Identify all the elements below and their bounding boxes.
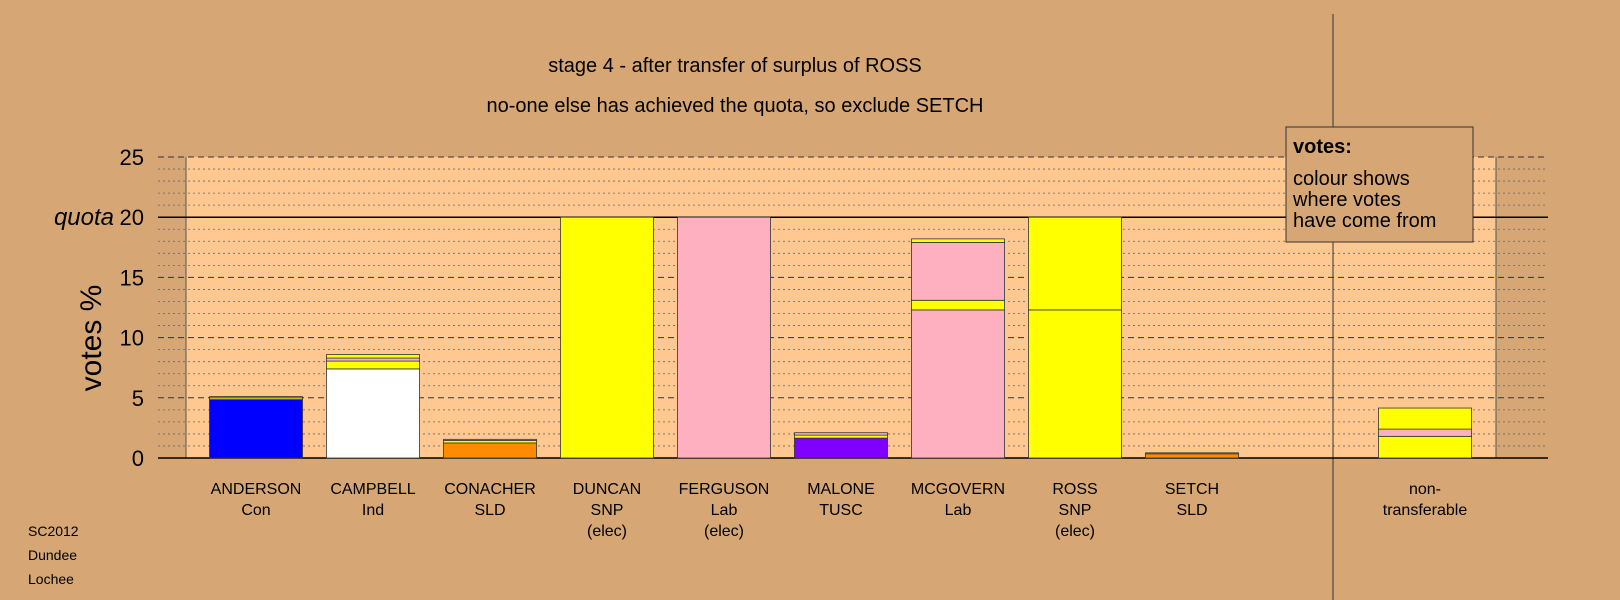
- party-label: SNP: [1059, 502, 1092, 519]
- bar-segment: [911, 299, 1005, 311]
- footer-line: Dundee: [28, 547, 77, 563]
- bar-segment: [911, 309, 1005, 459]
- bar-non: [1378, 407, 1472, 459]
- y-tick-label: 25: [120, 145, 144, 170]
- elected-note-label: (elec): [704, 523, 744, 540]
- bar-segment: [1145, 452, 1239, 455]
- y-tick-label: 10: [120, 326, 144, 351]
- bar-ferguson: [677, 216, 771, 459]
- party-label: Con: [241, 502, 270, 519]
- footer-line: SC2012: [28, 523, 79, 539]
- bar-segment: [326, 354, 420, 359]
- candidate-name-label: MALONE: [807, 481, 875, 498]
- candidate-name-label: CONACHER: [444, 481, 536, 498]
- bar-segment: [1028, 309, 1122, 459]
- bar-conacher: [443, 438, 537, 459]
- candidate-name-label: ROSS: [1052, 481, 1097, 498]
- bar-mcgovern: [911, 238, 1005, 459]
- party-label: TUSC: [819, 502, 863, 519]
- party-label: SNP: [591, 502, 624, 519]
- candidate-name-label: FERGUSON: [679, 481, 770, 498]
- candidate-name-label: MCGOVERN: [911, 481, 1005, 498]
- quota-label: quota: [54, 204, 114, 231]
- bar-segment: [443, 442, 537, 459]
- candidate-name-label: SETCH: [1165, 481, 1219, 498]
- bar-segment: [326, 360, 420, 370]
- legend-line: have come from: [1293, 210, 1436, 232]
- legend: votes: colour shows where votes have com…: [1285, 126, 1474, 243]
- candidate-name-label: DUNCAN: [573, 481, 641, 498]
- bar-segment: [1145, 453, 1239, 459]
- elected-note-label: (elec): [587, 523, 627, 540]
- chart-subtitle: no-one else has achieved the quota, so e…: [487, 95, 984, 117]
- chart-title: stage 4 - after transfer of surplus of R…: [548, 55, 922, 77]
- y-tick-label: 0: [132, 446, 144, 471]
- bar-segment: [1028, 216, 1122, 311]
- bar-segment: [326, 368, 420, 459]
- footer-line: Lochee: [28, 571, 74, 587]
- bar-malone: [794, 432, 888, 459]
- party-label: Lab: [945, 502, 972, 519]
- elected-note-label: (elec): [1055, 523, 1095, 540]
- bar-segment: [1378, 407, 1472, 430]
- bars: [209, 216, 1472, 459]
- bar-setch: [1145, 452, 1239, 459]
- legend-line: colour shows: [1293, 168, 1410, 190]
- bar-campbell: [326, 354, 420, 459]
- bar-segment: [1378, 435, 1472, 459]
- bar-anderson: [209, 396, 303, 459]
- party-label: SLD: [1176, 502, 1207, 519]
- legend-title: votes:: [1293, 136, 1352, 158]
- x-axis-labels: ANDERSON Con CAMPBELL Ind CONACHER SLD DUNCAN S…: [211, 481, 1468, 540]
- bar-segment: [443, 438, 537, 441]
- footer: SC2012 Dundee Lochee: [28, 523, 79, 587]
- y-axis-label: votes %: [75, 285, 108, 392]
- bar-segment: [794, 434, 888, 439]
- bar-segment: [209, 399, 303, 459]
- bar-segment: [677, 216, 771, 459]
- y-tick-label: 15: [120, 265, 144, 290]
- party-label: Lab: [711, 502, 738, 519]
- bar-segment: [209, 396, 303, 399]
- bar-segment: [560, 216, 654, 459]
- party-label: Ind: [362, 502, 384, 519]
- y-tick-label: 5: [132, 386, 144, 411]
- bar-duncan: [560, 216, 654, 459]
- bar-segment: [326, 357, 420, 362]
- bar-segment: [1378, 428, 1472, 437]
- bar-segment: [911, 238, 1005, 243]
- legend-line: where votes: [1292, 189, 1401, 211]
- bar-segment: [911, 242, 1005, 301]
- bar-segment: [794, 437, 888, 459]
- candidate-name-label: ANDERSON: [211, 481, 302, 498]
- y-axis-ticks: 0 5 10 15 20 25: [120, 145, 144, 471]
- party-label: SLD: [474, 502, 505, 519]
- party-label: transferable: [1383, 502, 1468, 519]
- bar-segment: [794, 432, 888, 436]
- candidate-name-label: non-: [1409, 481, 1441, 498]
- candidate-name-label: CAMPBELL: [330, 481, 415, 498]
- bar-ross: [1028, 216, 1122, 459]
- y-tick-label: 20: [120, 205, 144, 230]
- legend-box: [1285, 126, 1474, 243]
